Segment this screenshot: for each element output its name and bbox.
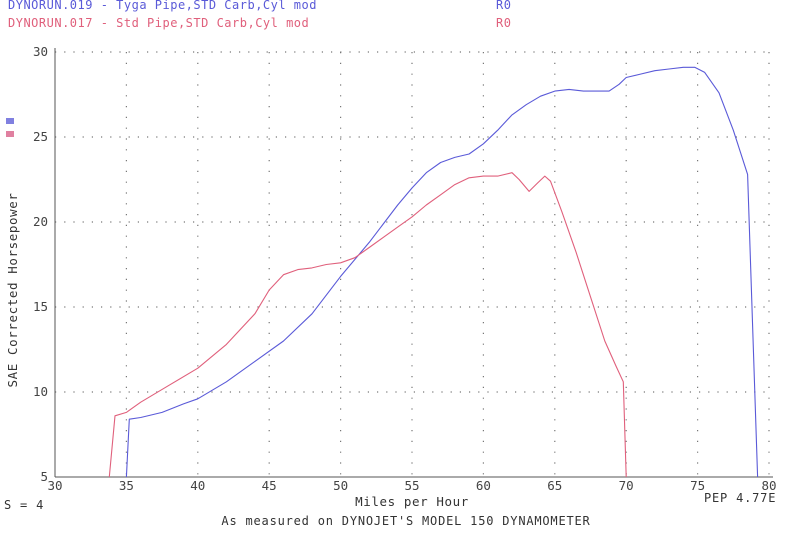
y-tick-label: 10 (33, 384, 48, 399)
y-tick-label: 25 (33, 129, 48, 144)
x-tick-label: 55 (404, 478, 419, 493)
series-line-2 (108, 172, 627, 478)
x-tick-label: 50 (333, 478, 348, 493)
y-axis-title: SAE Corrected Horsepower (5, 192, 20, 387)
dyno-caption: As measured on DYNOJET'S MODEL 150 DYNAM… (221, 514, 590, 528)
y-tick-label: 15 (33, 299, 48, 314)
pep-label: PEP 4.77E (704, 491, 776, 505)
legend-run1-label: DYNORUN.019 - Tyga Pipe,STD Carb,Cyl mod (8, 0, 317, 12)
legend-run1-code: R0 (496, 0, 512, 12)
x-tick-label: 30 (47, 478, 62, 493)
tick-labels: 30 35 40 45 50 55 60 65 70 75 80 5 10 15 20 25 30 (33, 44, 777, 493)
series-line-1 (125, 66, 759, 478)
grid (55, 51, 770, 477)
axes (54, 48, 773, 478)
y-tick-label: 20 (33, 214, 48, 229)
y-tick-label: 30 (33, 44, 48, 59)
x-axis-title: Miles per Hour (355, 494, 469, 509)
x-tick-label: 40 (190, 478, 205, 493)
smoothing-label: S = 4 (4, 498, 44, 512)
y-tick-label: 5 (40, 469, 48, 484)
x-tick-label: 75 (690, 478, 705, 493)
x-tick-label: 70 (619, 478, 634, 493)
x-tick-label: 80 (761, 478, 776, 493)
x-tick-label: 35 (119, 478, 134, 493)
series-lines (108, 66, 759, 478)
legend-swatch-run2 (6, 131, 14, 137)
legend-swatch-run1 (6, 118, 14, 124)
legend-run2-code: R0 (496, 16, 512, 30)
x-tick-label: 45 (262, 478, 277, 493)
x-tick-label: 60 (476, 478, 491, 493)
x-tick-label: 65 (547, 478, 562, 493)
legend-run2-label: DYNORUN.017 - Std Pipe,STD Carb,Cyl mod (8, 16, 310, 30)
